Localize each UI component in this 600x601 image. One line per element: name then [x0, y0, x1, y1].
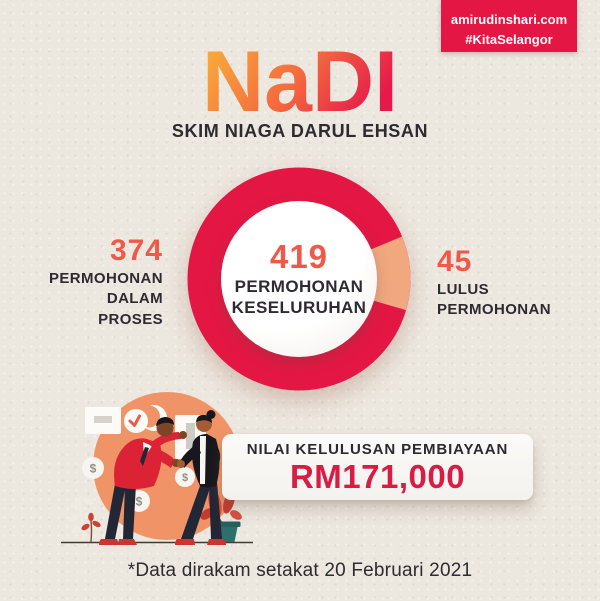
- approval-card-value: RM171,000: [289, 458, 466, 495]
- svg-text:$: $: [182, 472, 188, 484]
- person-woman: [175, 410, 226, 545]
- logo-subtitle: SKIM NIAGA DARUL EHSAN: [171, 121, 429, 141]
- stat-dalam-proses: 374 PERMOHONAN DALAM PROSES: [49, 236, 163, 330]
- data-date-note: *Data dirakam setakat 20 Februari 2021: [127, 560, 473, 581]
- site-badge[interactable]: amirudinshari.com #KitaSelangor: [441, 0, 577, 52]
- stat-lulus-value: 45: [437, 245, 473, 278]
- site-url: amirudinshari.com: [450, 12, 568, 27]
- stat-dalam-proses-value: 374: [109, 234, 163, 267]
- illustration-handshake: $ $ $: [61, 392, 253, 545]
- total-label-line2: KESELURUHAN: [231, 297, 367, 317]
- stat-dalam-proses-line3: PROSES: [98, 310, 163, 328]
- person-man: [99, 417, 187, 545]
- check-icon: [124, 409, 148, 433]
- hashtag: #KitaSelangor: [465, 31, 553, 47]
- svg-text:$: $: [136, 495, 143, 509]
- total-value: 419: [269, 238, 329, 276]
- stat-dalam-proses-line1: PERMOHONAN: [48, 270, 163, 287]
- stat-lulus: 45 LULUS PERMOHONAN: [437, 247, 551, 321]
- stat-lulus-line2: PERMOHONAN: [437, 301, 552, 319]
- stat-lulus-line1: LULUS: [437, 281, 489, 298]
- picture-frame-icon: [85, 407, 121, 434]
- approval-value-card: NILAI KELULUSAN PEMBIAYAAN RM171,000: [222, 434, 533, 500]
- stat-dalam-proses-line2: DALAM: [106, 290, 163, 308]
- approval-card-label: NILAI KELULUSAN PEMBIAYAAN: [246, 441, 509, 458]
- dollar-coin-icon: $: [175, 467, 195, 487]
- svg-text:$: $: [90, 462, 97, 476]
- logo-nadi: NaDI: [202, 34, 398, 130]
- plant-sprout: [81, 512, 101, 543]
- donut-ring: [187, 167, 411, 391]
- dollar-coin-icon: $: [82, 457, 104, 479]
- total-label-line1: PERMOHONAN: [234, 277, 364, 297]
- donut-center: 419 PERMOHONAN KESELURUHAN: [221, 201, 377, 357]
- donut-chart: 419 PERMOHONAN KESELURUHAN: [187, 167, 411, 391]
